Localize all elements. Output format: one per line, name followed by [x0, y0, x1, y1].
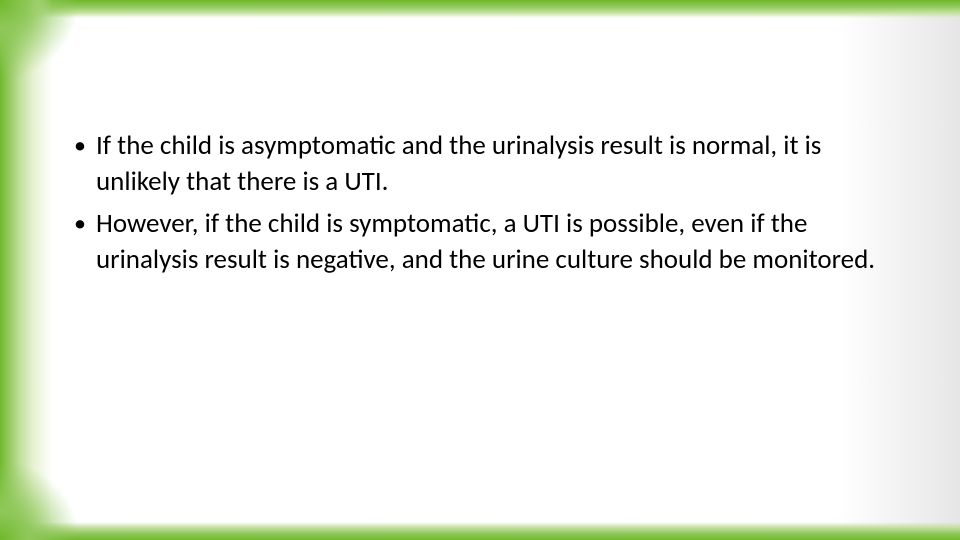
frame-corner-bottom-left [0, 460, 80, 540]
bullet-list: If the child is asymptomatic and the uri… [68, 128, 910, 278]
frame-top [0, 0, 960, 18]
frame-corner-top-left [0, 0, 80, 80]
list-item: If the child is asymptomatic and the uri… [68, 128, 910, 200]
list-item: However, if the child is symptomatic, a … [68, 206, 910, 278]
bullet-text: However, if the child is symptomatic, a … [96, 206, 910, 278]
frame-bottom [0, 522, 960, 540]
frame-left [0, 0, 52, 540]
slide: If the child is asymptomatic and the uri… [0, 0, 960, 540]
bullet-text: If the child is asymptomatic and the uri… [96, 128, 910, 200]
content-area: If the child is asymptomatic and the uri… [68, 128, 910, 284]
